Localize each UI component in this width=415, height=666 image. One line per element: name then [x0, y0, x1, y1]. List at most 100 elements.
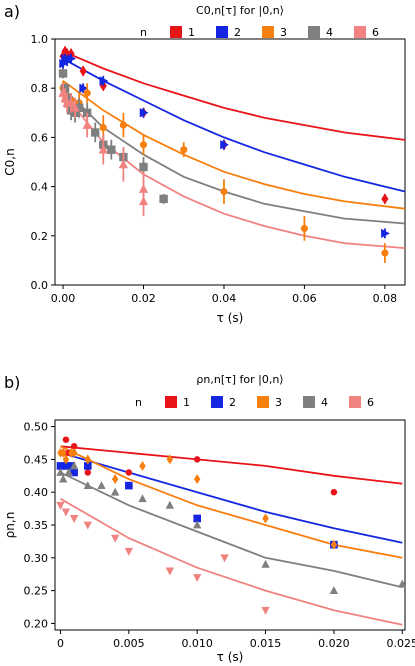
data-point-n6 — [261, 606, 270, 615]
data-point-n4 — [69, 461, 79, 470]
x-tick-label: 0.020 — [318, 637, 350, 650]
legend-label-n4: 4 — [321, 396, 328, 409]
data-point-n6 — [70, 102, 80, 112]
data-point-n3 — [300, 224, 308, 232]
fit-line-n1 — [62, 50, 405, 141]
x-tick-label: 0.08 — [373, 292, 398, 305]
data-point-n1 — [381, 193, 389, 205]
panel-label: b) — [4, 373, 20, 392]
data-point-n3 — [381, 249, 389, 257]
legend-label-n2: 2 — [234, 26, 241, 39]
x-axis-label: τ (s) — [217, 650, 244, 664]
y-axis-label: ρn,n — [3, 512, 17, 539]
fit-line-n1 — [60, 445, 403, 485]
chart-title: C0,n[τ] for |0,n⟩ — [196, 4, 284, 17]
data-point-n1 — [193, 456, 201, 463]
legend-label-n3: 3 — [280, 26, 287, 39]
data-point-n3 — [84, 454, 92, 465]
data-point-n3 — [139, 141, 148, 149]
data-point-n2 — [193, 514, 201, 523]
data-point-n3 — [62, 454, 70, 465]
data-point-n1 — [84, 469, 92, 476]
data-point-n3 — [83, 89, 91, 97]
data-point-n6 — [83, 521, 92, 530]
legend-label-n4: 4 — [326, 26, 333, 39]
data-point-n4 — [110, 487, 120, 496]
data-point-n4 — [398, 579, 405, 588]
fit-line-n4 — [60, 471, 403, 589]
fit-line-n6 — [60, 498, 403, 626]
x-tick-label: 0.02 — [131, 292, 156, 305]
data-point-n3 — [262, 513, 269, 524]
y-tick-label: 0.40 — [24, 486, 49, 499]
chart-title: ρn,n[τ] for |0,n⟩ — [196, 373, 283, 386]
data-point-n4 — [107, 145, 116, 154]
y-tick-label: 0.4 — [31, 181, 49, 194]
data-point-n4 — [64, 467, 73, 476]
data-point-n2 — [79, 83, 89, 93]
data-point-n3 — [59, 447, 67, 458]
data-point-n6 — [124, 547, 134, 556]
legend-label-n3: 3 — [275, 396, 282, 409]
data-point-n6 — [82, 120, 92, 129]
y-tick-label: 0.25 — [24, 585, 49, 598]
data-point-n4 — [58, 69, 68, 78]
y-tick-label: 0.6 — [31, 131, 49, 144]
panel-label: a) — [4, 2, 20, 21]
data-point-n4 — [59, 474, 68, 483]
fit-line-n3 — [60, 445, 403, 559]
data-point-n6 — [98, 144, 108, 154]
y-tick-label: 0.2 — [31, 230, 49, 243]
data-point-n6 — [220, 554, 229, 563]
y-tick-label: 0.8 — [31, 82, 49, 95]
data-point-n2 — [125, 481, 133, 490]
data-point-n1 — [62, 436, 70, 443]
data-point-n2 — [70, 468, 78, 477]
data-point-n3 — [180, 146, 188, 154]
legend-swatch-n6 — [349, 396, 361, 408]
y-tick-label: 0.20 — [24, 617, 49, 630]
data-point-n6 — [69, 515, 79, 523]
legend-swatch-n1 — [165, 396, 177, 408]
legend-swatch-n3 — [257, 396, 269, 408]
x-tick-label: 0.04 — [212, 292, 237, 305]
data-point-n4 — [193, 520, 202, 529]
data-point-n6 — [56, 501, 65, 510]
data-point-n4 — [83, 481, 92, 490]
legend-label-n6: 6 — [372, 26, 379, 39]
x-tick-label: 0.06 — [292, 292, 317, 305]
legend-swatch-n3 — [262, 26, 274, 38]
data-point-n4 — [91, 128, 100, 137]
x-tick-label: 0.005 — [113, 637, 145, 650]
data-layer — [56, 436, 405, 626]
data-point-n3 — [119, 121, 127, 129]
data-point-n4 — [329, 586, 339, 595]
panel-a: a) C0,n[τ] for |0,n⟩ n 1 2 3 4 6 0.00 0.02 0.04 0.0… — [3, 2, 406, 325]
data-point-n2 — [84, 462, 92, 470]
data-point-n3 — [139, 460, 146, 471]
data-point-n1 — [125, 469, 133, 476]
data-point-n1 — [79, 65, 87, 77]
y-tick-label: 0.45 — [24, 453, 49, 466]
x-tick-label: 0 — [57, 637, 64, 650]
y-tick-label: 0.50 — [24, 421, 49, 434]
plot-frame — [54, 38, 406, 286]
data-point-n6 — [66, 97, 76, 107]
data-point-n6 — [118, 159, 129, 169]
legend-swatch-n2 — [211, 396, 223, 408]
x-tick-label: 0.00 — [51, 292, 76, 305]
panel-b: b) ρn,n[τ] for |0,n⟩ n 1 2 3 4 6 0 0.005 0.010 0.01… — [3, 373, 415, 664]
y-tick-label: 0.30 — [24, 552, 49, 565]
fit-line-n6 — [62, 92, 405, 249]
legend-label-n1: 1 — [188, 26, 195, 39]
data-point-n2 — [139, 108, 149, 118]
data-point-n3 — [70, 447, 78, 458]
legend-label-n2: 2 — [229, 396, 236, 409]
data-point-n6 — [138, 196, 149, 206]
x-tick-label: 0.015 — [250, 637, 282, 650]
data-point-n4 — [139, 162, 148, 172]
data-point-n3 — [99, 123, 107, 132]
data-point-n3 — [166, 454, 174, 465]
legend-swatch-n4 — [303, 396, 315, 408]
